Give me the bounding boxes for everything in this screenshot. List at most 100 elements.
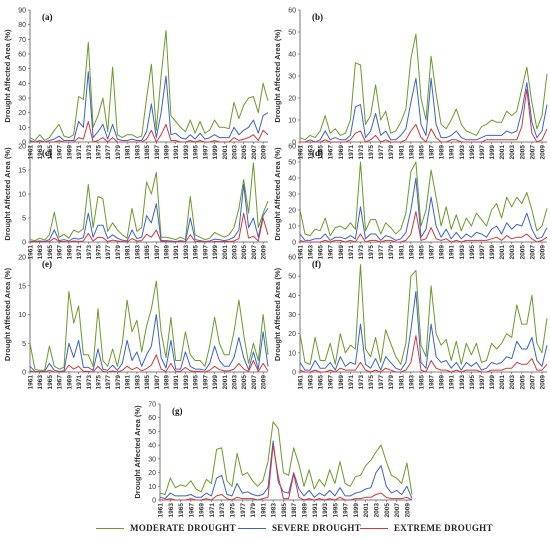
x-tick-label: 1977 xyxy=(105,145,112,160)
y-tick-label: 40 xyxy=(288,293,296,300)
x-tick-label: 1979 xyxy=(115,145,122,160)
y-tick-label: 80 xyxy=(18,22,26,29)
x-tick-label: 1985 xyxy=(281,503,288,518)
x-tick-label: 1983 xyxy=(134,375,141,390)
x-tick-label: 1975 xyxy=(96,145,103,160)
x-tick-label: 1983 xyxy=(134,145,141,160)
x-tick-label: 1963 xyxy=(308,245,315,260)
y-tick-label: 30 xyxy=(288,74,296,81)
x-tick-label: 1983 xyxy=(408,375,415,390)
panel-label: (c) xyxy=(42,148,52,158)
x-tick-label: 1961 xyxy=(158,503,165,518)
x-tick-label: 1975 xyxy=(96,245,103,260)
x-tick-label: 1981 xyxy=(125,375,132,390)
x-tick-label: 1985 xyxy=(144,145,151,160)
x-tick-label: 1975 xyxy=(368,145,375,160)
series-line-extreme xyxy=(29,354,269,373)
x-tick-label: 1989 xyxy=(302,503,309,518)
x-tick-label: 1993 xyxy=(322,503,329,518)
y-tick-label: 60 xyxy=(288,144,296,151)
x-tick-label: 1979 xyxy=(388,245,395,260)
x-tick-label: 1963 xyxy=(37,375,44,390)
x-tick-label: 2001 xyxy=(222,145,229,160)
x-tick-label: 1963 xyxy=(308,145,315,160)
x-tick-label: 1993 xyxy=(459,145,466,160)
y-tick-label: 15 xyxy=(18,283,26,290)
series-line-moderate xyxy=(299,264,548,365)
y-tick-label: 20 xyxy=(148,470,156,477)
x-tick-label: 1961 xyxy=(298,375,305,390)
x-tick-label: 1997 xyxy=(479,375,486,390)
series-line-severe xyxy=(299,177,548,241)
x-tick-label: 2009 xyxy=(404,503,411,518)
series-line-severe xyxy=(299,291,548,371)
x-tick-label: 1999 xyxy=(212,375,219,390)
x-tick-label: 1997 xyxy=(343,503,350,518)
x-tick-label: 1991 xyxy=(449,145,456,160)
legend-item-severe: SEVERE DROUGHT xyxy=(238,521,361,535)
y-tick-label: 20 xyxy=(288,331,296,338)
x-tick-label: 1989 xyxy=(439,145,446,160)
y-tick-label: 90 xyxy=(18,8,26,15)
x-tick-label: 2005 xyxy=(241,245,248,260)
y-tick-label: 40 xyxy=(288,176,296,183)
series-line-moderate xyxy=(29,280,269,371)
panel-label: (e) xyxy=(42,259,52,269)
x-tick-label: 2005 xyxy=(519,245,526,260)
x-tick-label: 1979 xyxy=(250,503,257,518)
x-tick-label: 1971 xyxy=(348,145,355,160)
x-tick-label: 1969 xyxy=(66,245,73,260)
series-line-moderate xyxy=(299,33,548,141)
y-axis-label: Drought Affected Area (%) xyxy=(3,147,12,241)
x-tick-label: 1965 xyxy=(318,145,325,160)
legend: MODERATE DROUGHT SEVERE DROUGHT EXTREME … xyxy=(0,521,550,535)
x-tick-label: 1981 xyxy=(260,503,267,518)
x-tick-label: 1999 xyxy=(489,145,496,160)
y-tick-label: 15 xyxy=(18,168,26,175)
x-tick-label: 2007 xyxy=(251,145,258,160)
x-tick-label: 1971 xyxy=(348,375,355,390)
x-tick-label: 2003 xyxy=(232,245,239,260)
x-tick-label: 1983 xyxy=(134,245,141,260)
y-tick-label: 70 xyxy=(148,402,156,409)
y-tick-label: 50 xyxy=(288,274,296,281)
x-tick-label: 2001 xyxy=(499,145,506,160)
x-tick-label: 1973 xyxy=(219,503,226,518)
series-line-extreme xyxy=(160,444,413,501)
x-tick-label: 1977 xyxy=(378,245,385,260)
x-tick-label: 1987 xyxy=(429,375,436,390)
x-tick-label: 2003 xyxy=(232,145,239,160)
y-tick-label: 10 xyxy=(18,312,26,319)
x-tick-label: 1989 xyxy=(439,375,446,390)
x-tick-label: 1995 xyxy=(332,503,339,518)
y-tick-label: 0 xyxy=(22,370,26,377)
x-tick-label: 1961 xyxy=(28,245,35,260)
y-tick-label: 10 xyxy=(18,125,26,132)
x-tick-label: 2005 xyxy=(384,503,391,518)
x-tick-label: 1963 xyxy=(308,375,315,390)
x-tick-label: 1975 xyxy=(96,375,103,390)
x-tick-label: 1987 xyxy=(429,145,436,160)
x-tick-label: 1967 xyxy=(188,503,195,518)
x-tick-label: 1967 xyxy=(57,245,64,260)
x-tick-label: 1989 xyxy=(164,145,171,160)
x-tick-label: 2007 xyxy=(529,145,536,160)
x-tick-label: 1963 xyxy=(37,245,44,260)
x-tick-label: 1965 xyxy=(47,375,54,390)
panel-label: (d) xyxy=(312,148,323,158)
x-tick-label: 1997 xyxy=(479,245,486,260)
x-tick-label: 1981 xyxy=(398,145,405,160)
x-tick-label: 1971 xyxy=(348,245,355,260)
series-line-extreme xyxy=(30,212,269,243)
y-axis-label: Drought Affected Area (%) xyxy=(273,29,282,123)
y-tick-label: 10 xyxy=(148,484,156,491)
y-tick-label: 30 xyxy=(18,96,26,103)
x-tick-label: 1977 xyxy=(105,375,112,390)
x-tick-label: 1981 xyxy=(125,145,132,160)
x-tick-label: 1993 xyxy=(459,245,466,260)
x-tick-label: 1973 xyxy=(86,375,93,390)
x-tick-label: 1973 xyxy=(358,375,365,390)
